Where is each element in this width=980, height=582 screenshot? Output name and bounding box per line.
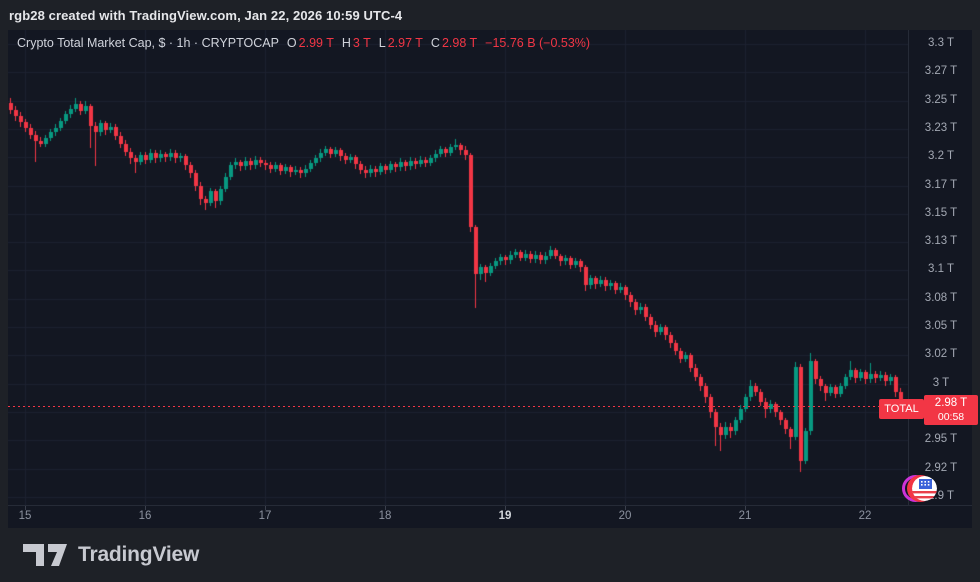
price-axis-label: 2.92 T (924, 462, 958, 474)
symbol-price-tag: TOTAL (879, 399, 924, 419)
time-axis-label: 21 (738, 510, 752, 522)
time-axis-tick (25, 506, 26, 510)
tradingview-logo-icon (23, 544, 67, 566)
price-axis-label: 3.1 T (928, 263, 954, 275)
price-axis-label: 3.05 T (924, 320, 958, 332)
time-axis-tick (745, 506, 746, 510)
chart-pane: Crypto Total Market Cap, $ · 1h · CRYPTO… (8, 30, 978, 529)
price-axis-label: 3.08 T (924, 292, 958, 304)
time-axis-label: 15 (18, 510, 32, 522)
time-axis-label: 17 (258, 510, 272, 522)
time-axis-tick (865, 506, 866, 510)
chart-legend: Crypto Total Market Cap, $ · 1h · CRYPTO… (17, 36, 590, 50)
price-axis-label: 3.3 T (928, 37, 954, 49)
time-axis[interactable]: 15 16 17 18 19 20 21 22 (8, 505, 972, 529)
change-value: −15.76 B (−0.53%) (485, 36, 591, 50)
price-axis-label: 3.25 T (924, 94, 958, 106)
time-axis-label: 20 (618, 510, 632, 522)
ohlc-low: L 2.97 T (378, 36, 423, 50)
last-price-line (8, 406, 908, 407)
price-axis-label: 3.2 T (928, 150, 954, 162)
footer-bar: TradingView (0, 528, 980, 582)
ohlc-close: C 2.98 T (430, 36, 478, 50)
last-price-label: 2.98 T 00:58 (924, 395, 978, 425)
price-axis[interactable]: 3.3 T 3.27 T 3.25 T 3.23 T 3.2 T 3.17 T 3.15 T… (908, 30, 973, 505)
time-axis-tick (145, 506, 146, 510)
attribution-bar: rgb28 created with TradingView.com, Jan … (0, 0, 980, 30)
bar-countdown: 00:58 (937, 410, 965, 423)
symbol-title[interactable]: Crypto Total Market Cap, $ · 1h · CRYPTO… (17, 36, 279, 50)
time-axis-tick (625, 506, 626, 510)
time-axis-label: 18 (378, 510, 392, 522)
price-axis-label: 3.23 T (924, 122, 958, 134)
time-axis-label: 22 (858, 510, 872, 522)
price-axis-label: 3.02 T (924, 348, 958, 360)
price-axis-label: 2.95 T (924, 433, 958, 445)
us-flag-calendar-icon (912, 476, 937, 501)
attribution-text: rgb28 created with TradingView.com, Jan … (9, 7, 403, 23)
time-axis-tick (385, 506, 386, 510)
time-axis-tick (265, 506, 266, 510)
price-axis-label: 3.13 T (924, 235, 958, 247)
price-axis-label: 3.17 T (924, 179, 958, 191)
candlestick-chart[interactable] (8, 30, 908, 505)
event-icons[interactable] (902, 473, 942, 505)
tradingview-logo[interactable]: TradingView (22, 541, 199, 569)
price-axis-label: 3.27 T (924, 65, 958, 77)
ohlc-open: O 2.99 T (286, 36, 334, 50)
price-axis-label: 3 T (932, 377, 950, 389)
time-axis-tick (505, 506, 506, 510)
tradingview-wordmark: TradingView (78, 543, 200, 566)
time-axis-label: 19 (498, 510, 512, 522)
time-axis-label: 16 (138, 510, 152, 522)
price-axis-label: 3.15 T (924, 207, 958, 219)
last-price-value: 2.98 T (934, 397, 968, 410)
symbol-tag-text: TOTAL (884, 403, 919, 415)
